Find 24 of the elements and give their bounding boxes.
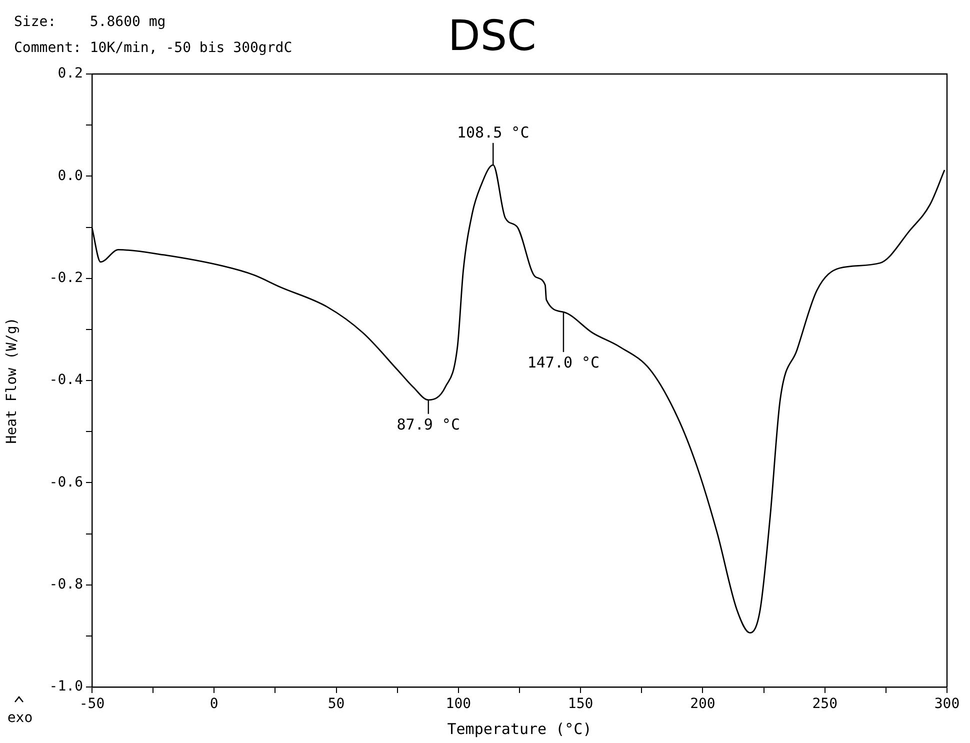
x-tick-label: 100 <box>446 696 472 712</box>
x-tick-label: 50 <box>328 696 345 712</box>
annotation: 147.0 °C <box>527 353 600 372</box>
x-tick-label: 250 <box>812 696 838 712</box>
y-tick-label: 0.0 <box>58 168 83 184</box>
annotation: 108.5 °C <box>456 123 530 142</box>
y-tick-label: -0.8 <box>49 576 83 592</box>
x-axis-title: Temperature (°C) <box>447 720 592 738</box>
y-tick-label: -1.0 <box>49 678 83 695</box>
y-tick-label: 0.2 <box>58 66 83 82</box>
text: Comment: 10K/min, -50 bis 300grdC <box>14 40 292 56</box>
x-tick-label: 200 <box>690 696 716 712</box>
y-tick-label: -0.4 <box>49 372 83 388</box>
x-tick-label: 300 <box>934 696 960 712</box>
y-tick-label: -0.2 <box>49 270 83 286</box>
text: Size: 5.8600 mg <box>14 14 166 30</box>
x-tick-label: 150 <box>568 696 594 712</box>
y-tick-label: -0.6 <box>49 474 83 490</box>
text: exo <box>7 710 33 726</box>
x-tick-label: -50 <box>79 696 105 712</box>
annotation: 87.9 °C <box>396 415 460 434</box>
y-axis-title: Heat Flow (W/g) <box>4 317 20 444</box>
chart-title: DSC <box>448 11 536 60</box>
x-tick-label: 0 <box>210 696 218 712</box>
